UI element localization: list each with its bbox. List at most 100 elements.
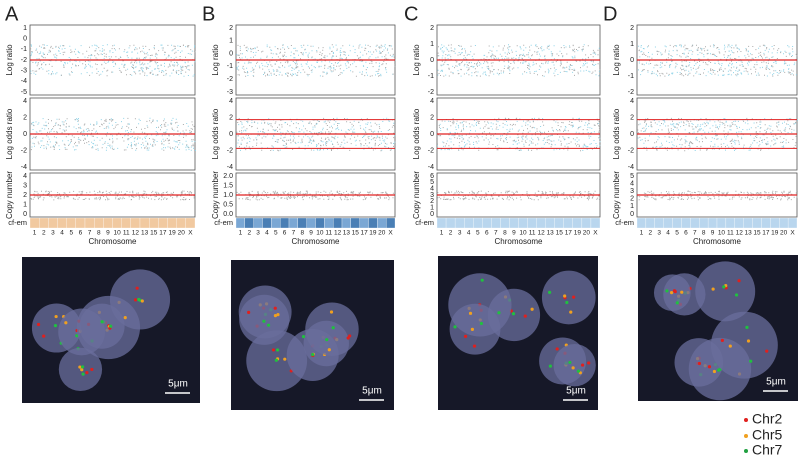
- fish-signal: [511, 312, 516, 316]
- x-tick-label: 15: [556, 230, 564, 237]
- cf-em-cell: [636, 217, 647, 229]
- cf-em-cell: [288, 217, 298, 229]
- cf-em-cell: [103, 217, 113, 229]
- fish-signal: [276, 312, 280, 317]
- cf-em-cell: [690, 217, 700, 229]
- cf-em-cell: [527, 217, 537, 229]
- cf-em-cell: [121, 217, 131, 229]
- fish-signal: [331, 326, 335, 330]
- y-tick-label: -2: [227, 147, 233, 154]
- y-tick-label: -4: [227, 164, 233, 171]
- y-tick-label: -5: [21, 89, 27, 96]
- x-tick-label: 19: [168, 230, 176, 237]
- fish-signal: [563, 294, 567, 298]
- cf-em-cell: [563, 217, 573, 229]
- y-tick-label: -1: [428, 73, 434, 80]
- fish-signal: [311, 353, 315, 357]
- x-tick-label: X: [188, 230, 193, 237]
- x-tick-label: 3: [458, 230, 462, 237]
- x-tick-label: 17: [565, 230, 573, 237]
- fish-signal: [283, 357, 287, 361]
- x-tick-label: 13: [547, 230, 555, 237]
- y-axis-label: cf-em: [615, 218, 634, 227]
- noise: [437, 190, 601, 201]
- y-tick-label: 5: [630, 173, 634, 180]
- cf-em-cell: [518, 217, 528, 229]
- y-tick-label: 2: [630, 25, 634, 32]
- x-tick-label: 17: [762, 230, 770, 237]
- fish-signal: [85, 371, 89, 375]
- cf-em-cell: [707, 217, 718, 229]
- fish-signal: [123, 316, 127, 320]
- fish-signal: [80, 368, 84, 372]
- cf-em-cell: [572, 217, 583, 229]
- noise: [637, 118, 798, 151]
- cf-em-cell: [315, 217, 325, 229]
- panel-label: C: [404, 3, 418, 25]
- x-tick-label: 13: [343, 230, 351, 237]
- fish-signal: [568, 360, 572, 365]
- fish-signal: [137, 297, 141, 302]
- y-tick-label: 1: [430, 205, 434, 212]
- noise: [236, 117, 396, 151]
- y-tick-label: 2: [23, 114, 27, 121]
- noise: [638, 44, 797, 77]
- cf-em-cell: [581, 217, 592, 229]
- x-tick-label: 20: [583, 230, 591, 237]
- y-tick-label: 4: [430, 186, 434, 193]
- cf-em-cell: [445, 217, 456, 229]
- legend-label: Chr5: [752, 427, 783, 443]
- x-tick-label: 6: [283, 230, 287, 237]
- x-tick-label: 1: [239, 230, 243, 237]
- x-tick-label: 10: [113, 230, 121, 237]
- cf-em-cell: [185, 217, 196, 229]
- y-tick-label: 0: [430, 131, 434, 138]
- x-tick-label: 3: [657, 230, 661, 237]
- fish-signal: [680, 290, 684, 294]
- fish-signal: [548, 364, 552, 368]
- fish-signal: [100, 320, 104, 324]
- y-tick-label: 0.5: [223, 201, 233, 208]
- x-tick-label: 2: [649, 230, 653, 237]
- cf-em-cell: [280, 217, 290, 229]
- y-tick-label: 3: [430, 192, 434, 199]
- fish-signal: [707, 365, 712, 369]
- x-tick-label: 10: [519, 230, 527, 237]
- x-tick-label: 2: [42, 230, 46, 237]
- x-tick-label: 15: [352, 230, 360, 237]
- noise: [236, 44, 396, 77]
- x-tick-label: X: [388, 230, 393, 237]
- y-tick-label: 1: [630, 41, 634, 48]
- x-tick-label: 19: [771, 230, 779, 237]
- y-axis-label: Log odds ratio: [412, 108, 421, 159]
- x-axis-label: Chromosome: [291, 237, 340, 246]
- y-tick-label: -3: [21, 68, 27, 75]
- cf-em-cell: [359, 217, 369, 229]
- y-tick-label: 3: [630, 188, 634, 195]
- y-tick-label: 3: [23, 182, 27, 189]
- y-tick-label: 2: [630, 196, 634, 203]
- x-tick-label: 10: [316, 230, 324, 237]
- y-tick-label: 2: [229, 114, 233, 121]
- fish-signal: [42, 334, 46, 338]
- x-tick-label: 7: [88, 230, 92, 237]
- fish-signal: [75, 334, 79, 338]
- x-tick-label: 4: [666, 230, 670, 237]
- scale-bar-label: 5μm: [168, 379, 188, 390]
- fish-signal: [665, 289, 669, 293]
- x-tick-label: 13: [141, 230, 149, 237]
- y-tick-label: -2: [628, 147, 634, 154]
- x-tick-label: 9: [309, 230, 313, 237]
- y-tick-label: -1: [21, 46, 27, 53]
- fish-signal: [54, 314, 58, 319]
- y-tick-label: 4: [630, 98, 634, 105]
- cf-em-cell: [454, 217, 465, 229]
- fish-signal: [274, 358, 278, 362]
- x-tick-label: 5: [675, 230, 679, 237]
- fish-signal: [109, 324, 113, 328]
- cf-em-cell: [436, 217, 447, 229]
- y-tick-label: 1.5: [223, 182, 233, 189]
- x-axis-label: Chromosome: [494, 237, 543, 246]
- fish-signal: [746, 339, 751, 343]
